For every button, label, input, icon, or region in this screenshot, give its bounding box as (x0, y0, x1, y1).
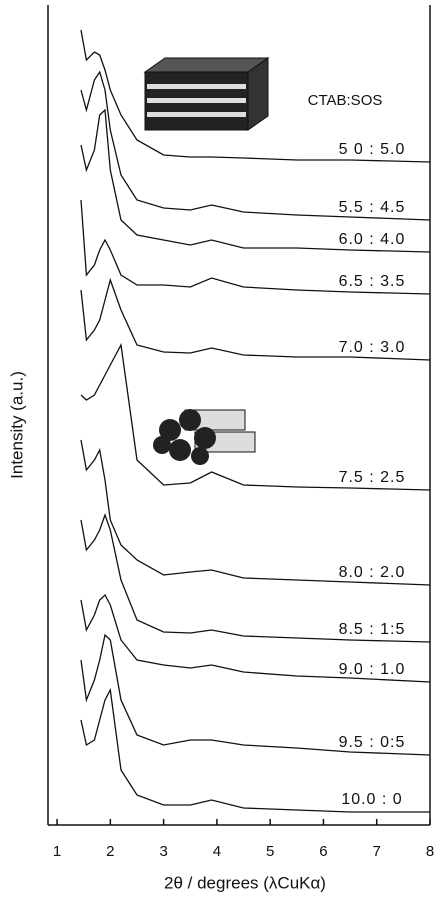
x-axis-label: 2θ / degrees (λCuKα) (164, 873, 326, 892)
trace-label: 6.5 : 3.5 (339, 273, 406, 290)
trace-label: 10.0 : 0 (341, 791, 402, 808)
x-tick-label: 7 (373, 843, 381, 860)
trace (80, 277, 431, 361)
trace (80, 593, 431, 683)
layered-inset (143, 57, 270, 131)
x-tick-label: 5 (266, 843, 274, 860)
trace (80, 342, 431, 491)
x-tick-label: 1 (53, 843, 61, 860)
trace-label: 5.5 : 4.5 (339, 199, 406, 216)
y-axis-label: Intensity (a.u.) (7, 371, 26, 479)
trace-label: 7.5 : 2.5 (339, 469, 406, 486)
annotation: CTAB:SOS (308, 92, 383, 109)
trace (80, 70, 431, 221)
trace (80, 29, 431, 163)
trace-label: 5 0 : 5.0 (339, 141, 406, 158)
x-tick-label: 4 (213, 843, 221, 860)
trace (80, 108, 431, 253)
x-tick-label: 8 (426, 843, 434, 860)
trace-label: 8.5 : 1:5 (339, 621, 406, 638)
trace (80, 199, 431, 295)
trace-label: 6.0 : 4.0 (339, 231, 406, 248)
x-tick-label: 2 (106, 843, 114, 860)
trace-label: 8.0 : 2.0 (339, 564, 406, 581)
trace (80, 439, 431, 586)
x-tick-label: 3 (159, 843, 167, 860)
trace-label: 9.5 : 0:5 (339, 734, 406, 751)
trace-label: 9.0 : 1.0 (339, 661, 406, 678)
x-tick-label: 6 (319, 843, 327, 860)
trace (80, 633, 431, 756)
trace (80, 687, 430, 813)
trace-label: 7.0 : 3.0 (339, 339, 406, 356)
rod-inset (153, 409, 256, 465)
trace (80, 513, 431, 643)
